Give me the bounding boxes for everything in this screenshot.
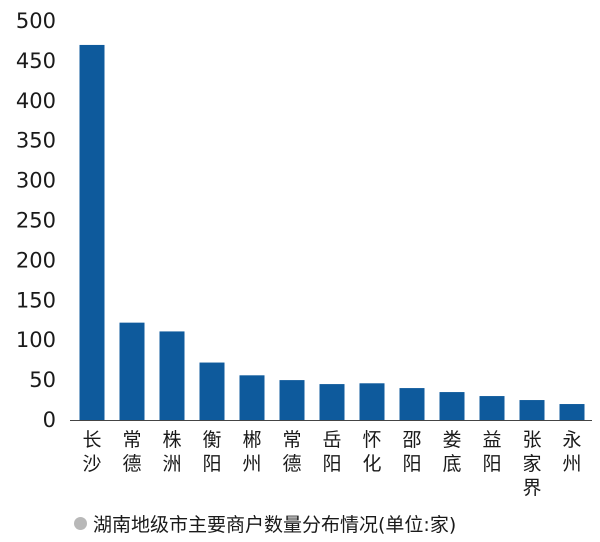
y-tick-label: 150 [16,288,56,312]
bar [119,322,145,420]
bar [159,331,185,420]
x-tick-label: 衡阳 [202,429,221,475]
y-tick-label: 350 [16,129,56,153]
y-tick-label: 300 [16,169,56,193]
x-tick-label: 岳阳 [322,429,341,475]
y-tick-label: 100 [16,328,56,352]
caption-text: 湖南地级市主要商户数量分布情况(单位:家) [93,513,457,536]
x-tick-label: 常德 [282,429,301,475]
bar [479,396,505,420]
bar [439,392,465,420]
x-tick-label: 株洲 [162,429,181,475]
x-tick-label: 张家界 [522,429,541,499]
bar [319,384,345,420]
y-tick-label: 200 [16,248,56,272]
y-tick-label: 400 [16,89,56,113]
bar [79,44,105,420]
bar [239,375,265,420]
x-tick-label: 长沙 [82,429,101,475]
bar [399,388,425,420]
y-tick-label: 0 [43,408,56,432]
bar [199,362,225,420]
y-tick-label: 50 [29,368,56,392]
x-tick-label: 娄底 [442,429,461,475]
x-tick-label: 怀化 [362,429,381,475]
bar [279,380,305,420]
bar [359,383,385,420]
bar [559,404,585,420]
caption-bullet-icon [74,516,87,530]
x-tick-label: 益阳 [482,429,501,475]
y-tick-label: 450 [16,49,56,73]
x-tick-label: 常德 [122,429,141,475]
x-tick-label: 永州 [562,429,581,475]
chart-caption: 湖南地级市主要商户数量分布情况(单位:家) [74,508,456,538]
y-tick-label: 250 [16,209,56,233]
bar [519,400,545,420]
y-tick-label: 500 [16,9,56,33]
bars [79,44,585,420]
x-tick-label: 邵阳 [402,429,421,475]
y-axis-ticks: 0 50 100 150 200 250 300 350 400 450 500 [16,9,56,432]
x-tick-label: 郴州 [242,429,261,475]
